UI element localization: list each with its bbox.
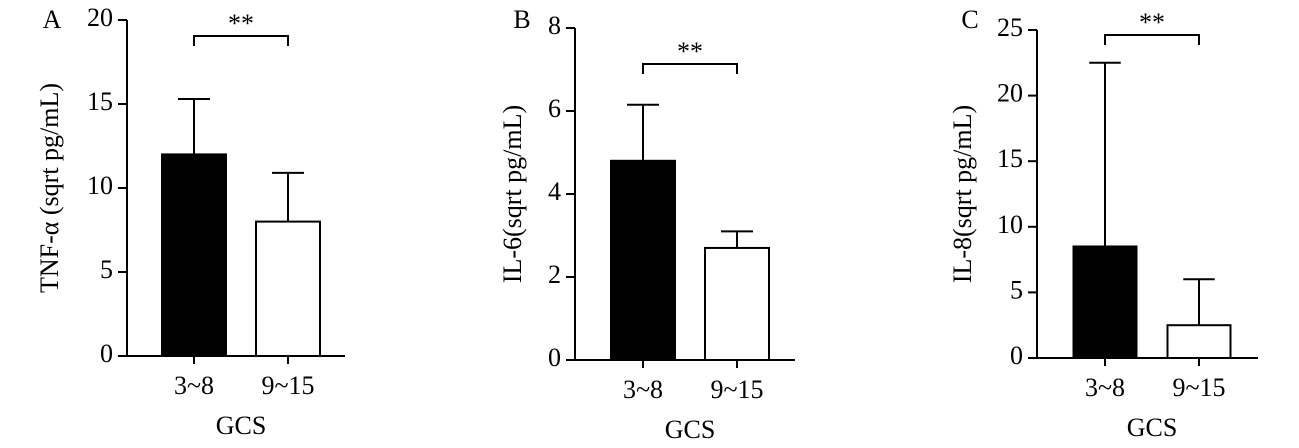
y-tick-label: 8 [548,11,561,40]
y-tick-label: 10 [87,171,113,200]
y-tick-label: 20 [87,3,113,32]
x-tick-label: 3~8 [1085,373,1125,402]
significance-bracket [642,63,738,74]
y-tick-label: 5 [1010,275,1023,304]
x-tick-label: 9~15 [261,371,314,400]
panel-label: B [513,5,530,34]
significance-label: ** [677,37,703,66]
bar [161,153,227,357]
x-axis-label: GCS [216,411,267,440]
y-tick-label: 25 [997,13,1023,42]
bar [255,220,321,357]
significance-label: ** [228,9,254,38]
y-tick-label: 15 [87,87,113,116]
y-tick-label: 10 [997,210,1023,239]
bar [1166,324,1232,360]
x-tick-label: 3~8 [174,371,214,400]
y-tick-label: 4 [548,177,561,206]
y-axis-label: TNF-α (sqrt pg/mL) [35,83,64,293]
significance-label: ** [1139,8,1165,37]
bar [1072,245,1138,359]
x-tick-label: 9~15 [1172,373,1225,402]
y-tick-label: 5 [100,255,113,284]
y-tick-label: 0 [100,339,113,368]
y-tick-label: 6 [548,94,561,123]
y-tick-label: 15 [997,144,1023,173]
y-tick-label: 2 [548,260,561,289]
x-tick-label: 9~15 [710,375,763,404]
y-tick-label: 20 [997,79,1023,108]
x-tick-label: 3~8 [623,375,663,404]
y-axis-label: IL-8(sqrt pg/mL) [948,105,977,283]
x-axis-label: GCS [665,415,716,444]
panel-label: C [961,5,978,34]
panel-label: A [43,5,62,34]
y-tick-label: 0 [548,343,561,372]
x-axis-label: GCS [1127,413,1178,442]
y-axis-label: IL-6(sqrt pg/mL) [498,105,527,283]
bar [704,246,770,361]
significance-bracket [1104,34,1200,45]
y-tick-label: 0 [1010,341,1023,370]
bar [610,159,676,361]
significance-bracket [193,35,289,46]
